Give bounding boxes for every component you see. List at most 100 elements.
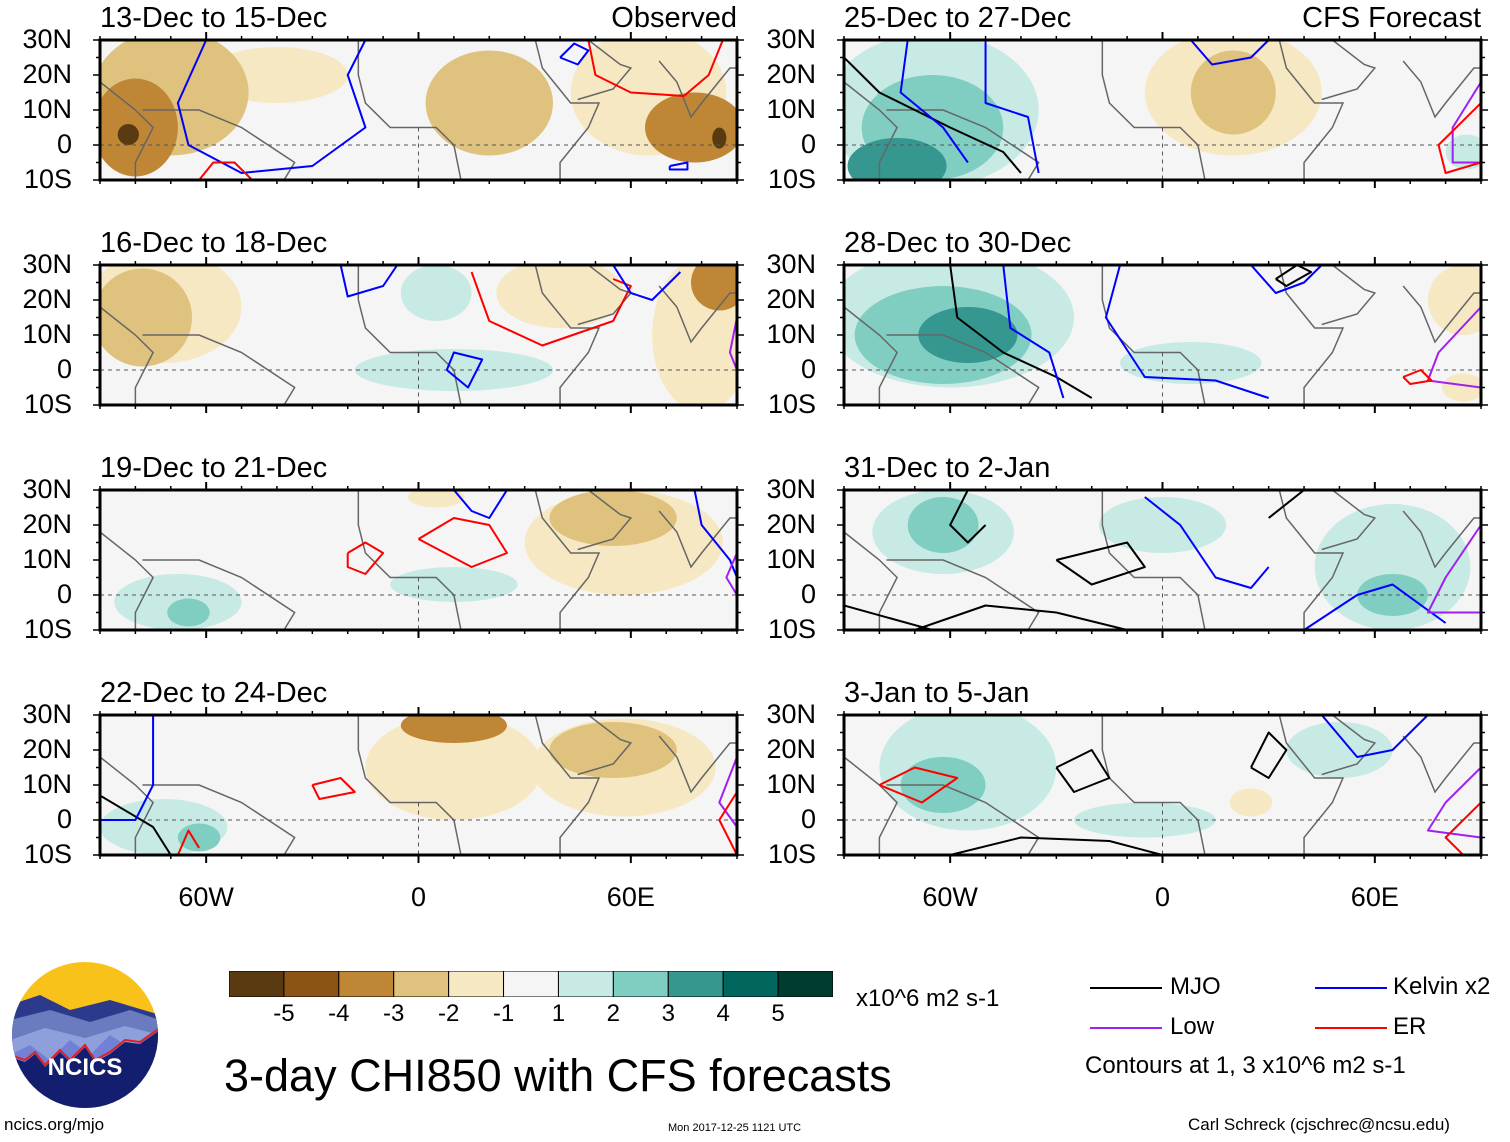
coastline — [658, 285, 737, 344]
panel-tag: Observed — [611, 2, 737, 34]
contour-er — [1437, 102, 1481, 174]
colorbar-label: -2 — [437, 1000, 460, 1027]
logo-text: NCICS — [48, 1054, 123, 1081]
coastline — [100, 306, 154, 405]
map-panel-p4 — [837, 257, 1488, 413]
contour-er — [311, 777, 356, 800]
contour-kelvin-x2 — [339, 265, 399, 298]
contour-mjo — [1055, 749, 1111, 793]
colorbar-label: 2 — [606, 1000, 621, 1027]
anomaly-fill — [400, 265, 472, 321]
anomaly-fill — [1190, 50, 1276, 135]
anomaly-fill — [117, 124, 139, 145]
coastline — [100, 531, 154, 630]
y-tick-label: 10N — [766, 769, 816, 799]
y-tick-label: 20N — [22, 59, 72, 89]
coastline — [1402, 60, 1481, 119]
contour-kelvin-x2 — [693, 490, 737, 578]
contour-kelvin-x2 — [1250, 265, 1323, 294]
panel-tag: CFS Forecast — [1302, 2, 1481, 34]
colorbar-swatch — [777, 971, 833, 997]
contour-kelvin-x2 — [612, 265, 682, 301]
contour-kelvin-x2 — [100, 715, 155, 821]
coastline — [142, 784, 296, 855]
coastline — [658, 735, 737, 794]
y-tick-label: 10N — [766, 544, 816, 574]
x-tick-label: 0 — [1154, 882, 1171, 912]
colorbar-swatch — [448, 971, 505, 997]
contour-mjo — [1275, 265, 1313, 287]
contour-kelvin-x2 — [899, 40, 969, 164]
coastline — [1321, 715, 1377, 776]
x-tick-label: 60E — [1350, 882, 1399, 912]
colorbar-label: -4 — [328, 1000, 350, 1027]
coastline — [577, 490, 633, 551]
colorbar-swatch — [667, 971, 724, 997]
coastline — [658, 510, 737, 569]
y-tick-label: 30N — [766, 474, 816, 504]
colorbar-label: -5 — [273, 1000, 295, 1027]
coastline — [577, 715, 633, 776]
panel-title: 31-Dec to 2-Jan — [844, 452, 1051, 484]
anomaly-fill — [907, 497, 979, 553]
y-tick-label: 0 — [56, 804, 72, 834]
anomaly-fill — [712, 127, 727, 149]
y-tick-label: 0 — [800, 579, 816, 609]
anomaly-fill — [365, 715, 543, 820]
y-tick-label: 30N — [766, 249, 816, 279]
anomaly-fill — [1286, 722, 1393, 778]
anomaly-fill — [1427, 265, 1481, 335]
y-tick-label: 10S — [23, 389, 72, 419]
map-panel-p7 — [93, 707, 744, 863]
panel-title: 3-Jan to 5-Jan — [844, 677, 1030, 709]
coastline — [1321, 40, 1377, 101]
coastline — [1278, 715, 1345, 855]
coastline — [844, 756, 898, 855]
coastline — [886, 334, 1040, 405]
contour-mjo — [949, 490, 987, 544]
anomaly-fill — [407, 490, 465, 508]
colorbar-label: -1 — [492, 1000, 515, 1027]
map-panel-p6 — [837, 482, 1488, 638]
colorbar-label: 1 — [551, 1000, 566, 1027]
anomaly-fill — [496, 265, 624, 328]
coastline — [1402, 285, 1481, 344]
coastline — [658, 60, 737, 119]
y-tick-label: 10N — [766, 319, 816, 349]
footer-url[interactable]: ncics.org/mjo — [4, 1115, 105, 1134]
anomaly-fill — [425, 50, 553, 156]
contour-mjo — [1250, 731, 1288, 779]
coastline — [1278, 265, 1345, 405]
anomaly-fill — [549, 490, 677, 546]
coastline — [1278, 490, 1345, 630]
contour-low — [1426, 306, 1481, 389]
anomaly-fill — [645, 92, 737, 163]
legend-note: Contours at 1, 3 x10^6 m2 s-1 — [1085, 1052, 1406, 1079]
panel-title: 19-Dec to 21-Dec — [100, 452, 328, 484]
y-tick-label: 10S — [767, 164, 816, 194]
y-tick-label: 0 — [56, 579, 72, 609]
map-panel-p3 — [93, 257, 744, 413]
y-tick-label: 30N — [22, 24, 72, 54]
contour-kelvin-x2 — [176, 40, 367, 174]
y-tick-label: 20N — [22, 734, 72, 764]
colorbar-label: 4 — [716, 1000, 730, 1027]
coastline — [142, 559, 296, 630]
y-tick-label: 10S — [767, 389, 816, 419]
y-tick-label: 30N — [766, 24, 816, 54]
colorbar-label: -3 — [383, 1000, 405, 1027]
coastline — [1402, 510, 1481, 569]
contour-low — [1426, 524, 1481, 614]
y-tick-label: 20N — [766, 509, 816, 539]
contour-mjo — [1268, 490, 1305, 519]
units-label: x10^6 m2 s-1 — [856, 985, 1000, 1012]
colorbar-swatch — [722, 971, 779, 997]
colorbar-swatch — [557, 971, 614, 997]
contour-mjo — [949, 836, 1163, 855]
contour-low — [1451, 81, 1481, 164]
panel-title: 16-Dec to 18-Dec — [100, 227, 328, 259]
anomaly-fill — [1098, 497, 1227, 553]
coastline — [534, 265, 601, 405]
anomaly-fill — [549, 722, 677, 778]
coastline — [886, 784, 1040, 855]
